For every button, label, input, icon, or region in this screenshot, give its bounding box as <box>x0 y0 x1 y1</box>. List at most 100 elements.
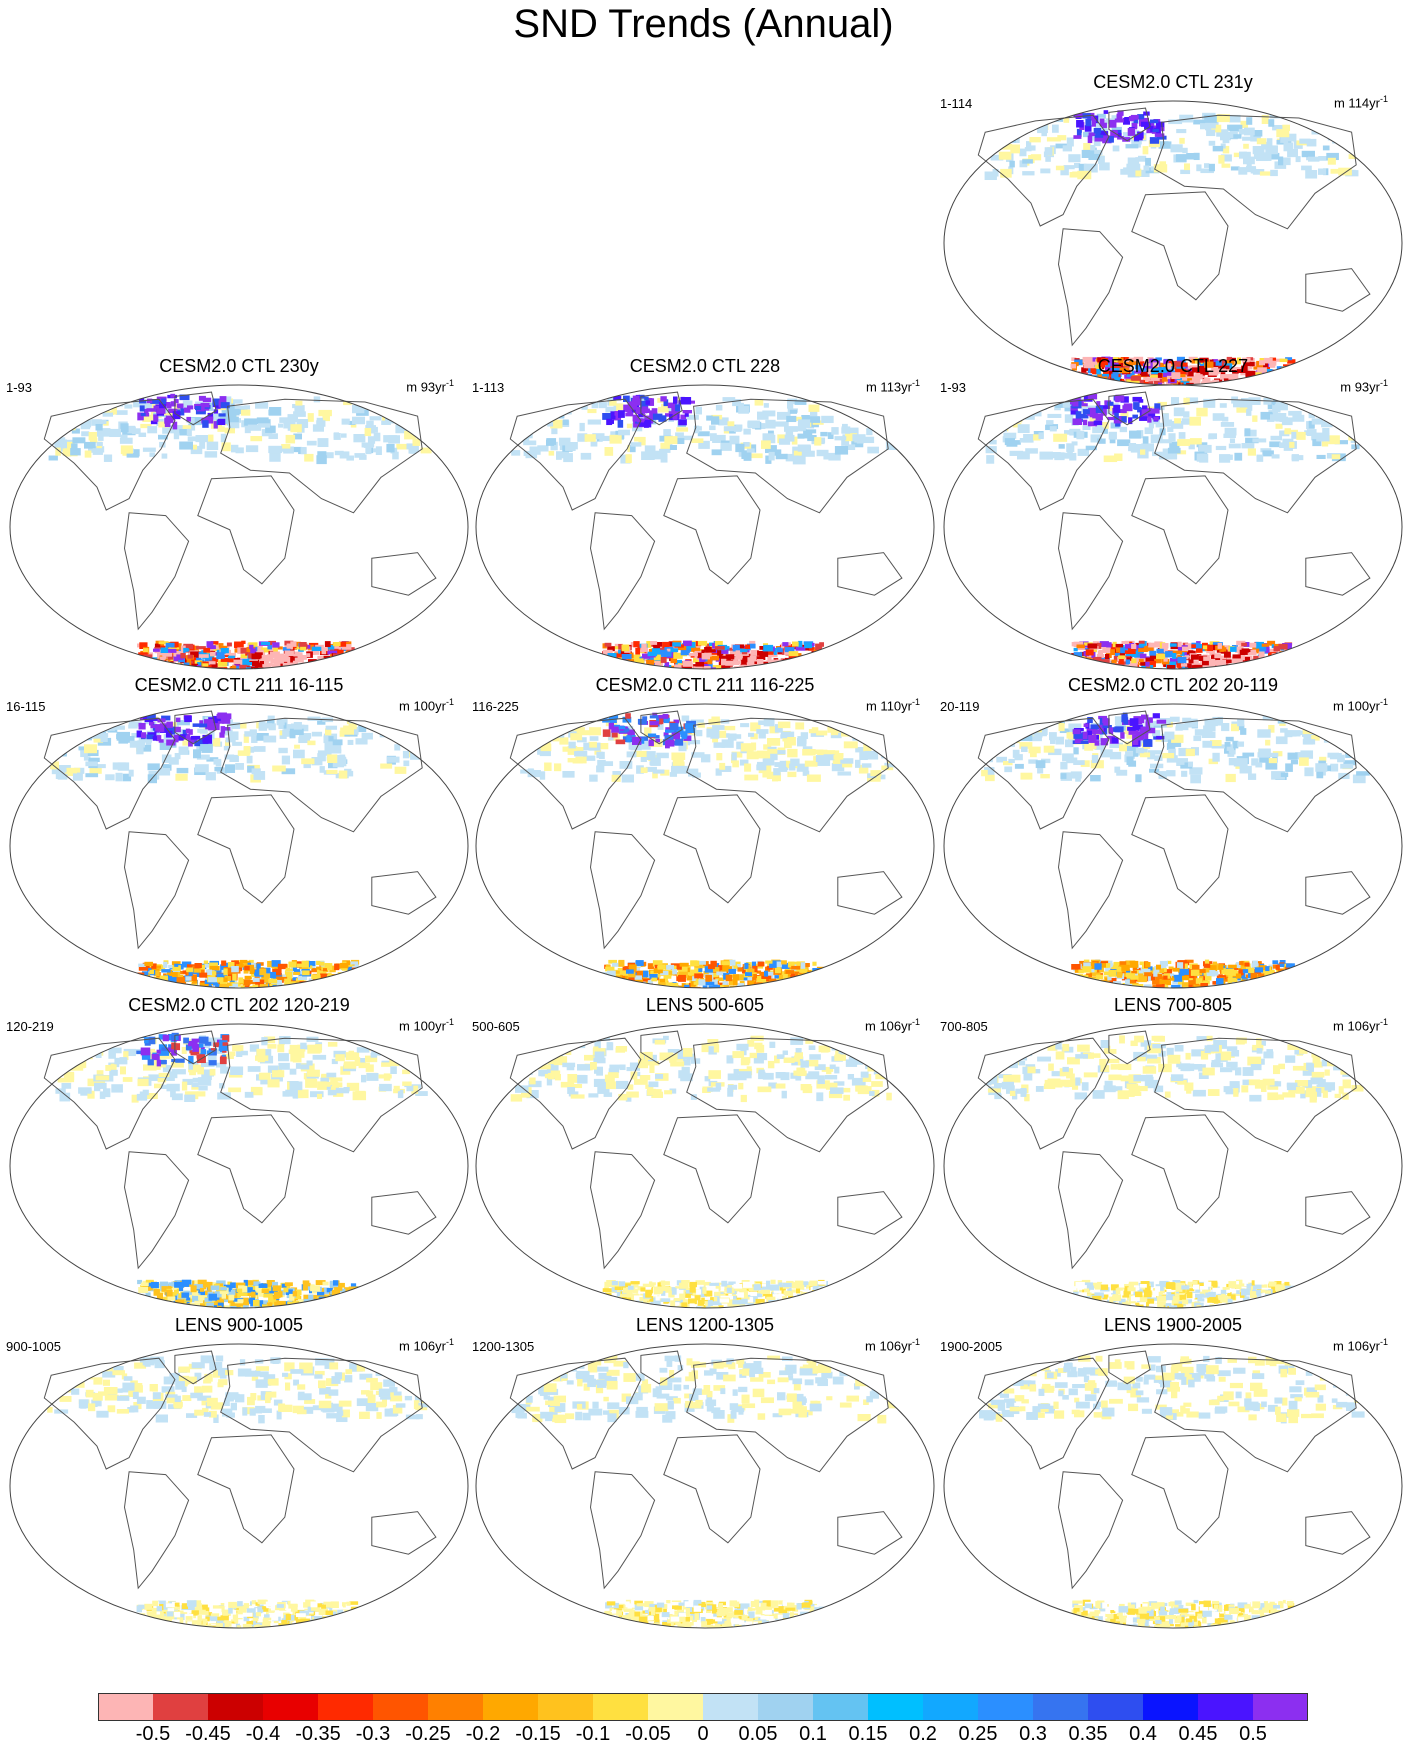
snow-trend-cell <box>1225 773 1236 783</box>
snow-trend-cell <box>1093 656 1102 663</box>
snow-trend-cell <box>628 971 636 978</box>
snow-trend-cell <box>613 666 620 669</box>
snow-trend-cell <box>626 735 631 743</box>
snow-trend-cell <box>1023 434 1034 443</box>
snow-trend-cell <box>315 975 321 980</box>
snow-trend-cell <box>1301 150 1315 158</box>
snow-trend-cell <box>611 732 618 738</box>
snow-trend-cell <box>1275 656 1281 663</box>
snow-trend-cell <box>816 449 829 457</box>
snow-trend-cell <box>1143 377 1154 381</box>
snow-trend-cell <box>526 403 536 410</box>
snow-trend-cell <box>317 750 332 756</box>
snow-trend-cell <box>1055 143 1069 149</box>
snow-trend-cell <box>636 765 644 774</box>
snow-trend-cell <box>1094 729 1102 734</box>
snow-trend-cell <box>1252 663 1261 669</box>
snow-trend-cell <box>327 650 338 655</box>
snow-trend-cell <box>701 649 706 654</box>
snow-trend-cell <box>675 756 682 764</box>
snow-trend-cell <box>1132 734 1138 741</box>
snow-trend-cell <box>278 423 284 428</box>
snow-trend-cell <box>1107 735 1116 739</box>
snow-trend-cell <box>96 428 111 437</box>
snow-trend-cell <box>349 651 356 655</box>
snow-trend-cell <box>590 441 598 447</box>
snow-trend-cell <box>399 720 410 729</box>
snow-trend-cell <box>663 429 671 437</box>
snow-trend-cell <box>1004 438 1015 446</box>
snow-trend-cell <box>604 660 612 665</box>
snow-trend-cell <box>874 736 881 746</box>
snow-trend-cell <box>659 718 664 725</box>
snow-trend-cell <box>613 658 620 664</box>
snow-trend-cell <box>48 455 58 461</box>
snow-trend-cell <box>608 959 617 964</box>
snow-trend-cell <box>576 727 585 734</box>
snow-trend-cell <box>740 658 747 666</box>
snow-trend-cell <box>1229 114 1241 123</box>
snow-trend-cell <box>717 649 724 656</box>
snow-trend-cell <box>148 984 159 988</box>
snow-trend-cell <box>1230 166 1240 171</box>
snow-trend-cell <box>170 393 176 398</box>
snow-trend-cell <box>1281 653 1287 658</box>
snow-trend-cell <box>1255 664 1264 669</box>
snow-trend-cell <box>229 666 236 669</box>
snow-trend-cell <box>649 974 658 979</box>
snow-trend-cell <box>1109 665 1119 669</box>
snow-trend-cell <box>153 405 161 410</box>
snow-trend-cell <box>618 429 630 436</box>
snow-trend-cell <box>795 987 802 988</box>
snow-trend-cell <box>784 647 795 653</box>
snow-trend-cell <box>1220 374 1230 380</box>
snow-trend-cell <box>1086 362 1095 369</box>
snow-trend-cell <box>1087 717 1093 724</box>
snow-trend-cell <box>202 663 209 667</box>
snow-trend-cell <box>1316 454 1326 459</box>
snow-trend-cell <box>786 415 797 423</box>
snow-trend-cell <box>1112 372 1119 378</box>
snow-trend-cell <box>212 398 220 406</box>
snow-trend-cell <box>814 437 822 446</box>
map-boundary <box>943 384 1403 670</box>
snow-trend-cell <box>615 653 625 660</box>
snow-trend-cell <box>231 444 239 453</box>
snow-trend-cell <box>1085 445 1097 451</box>
snow-trend-cell <box>404 419 415 428</box>
snow-trend-cell <box>766 765 772 773</box>
snow-trend-cell <box>845 433 858 442</box>
snow-trend-cell <box>278 747 288 754</box>
snow-trend-cell <box>1164 731 1175 740</box>
snow-trend-cell <box>417 716 427 725</box>
snow-trend-cell <box>1281 659 1288 664</box>
snow-trend-cell <box>1222 975 1231 982</box>
snow-trend-cell <box>342 666 349 669</box>
snow-trend-cell <box>1149 768 1160 773</box>
snow-trend-cell <box>570 733 583 741</box>
snow-trend-cell <box>319 663 324 669</box>
panel-units-value: m 114yr <box>1333 95 1380 111</box>
snow-trend-cell <box>279 660 284 664</box>
snow-trend-cell <box>1337 754 1345 763</box>
snow-trend-cell <box>991 427 1005 432</box>
snow-trend-cell <box>1231 666 1236 669</box>
snow-trend-cell <box>204 451 218 458</box>
snow-trend-cell <box>218 413 226 417</box>
snow-trend-cell <box>150 420 158 425</box>
snow-trend-cell <box>338 663 347 668</box>
snow-trend-cell <box>724 725 736 731</box>
snow-trend-cell <box>797 444 811 452</box>
snow-trend-cell <box>132 449 140 457</box>
snow-trend-cell <box>1231 723 1239 732</box>
snow-trend-cell <box>192 723 203 727</box>
snow-trend-cell <box>255 402 269 409</box>
snow-trend-cell <box>289 728 304 736</box>
snow-trend-cell <box>798 657 804 663</box>
snow-trend-cell <box>625 984 635 988</box>
snow-trend-cell <box>1116 132 1122 138</box>
snow-trend-cell <box>1010 738 1020 744</box>
snow-trend-cell <box>1184 369 1189 376</box>
snow-trend-cell <box>1204 718 1218 727</box>
snow-trend-cell <box>199 720 204 725</box>
